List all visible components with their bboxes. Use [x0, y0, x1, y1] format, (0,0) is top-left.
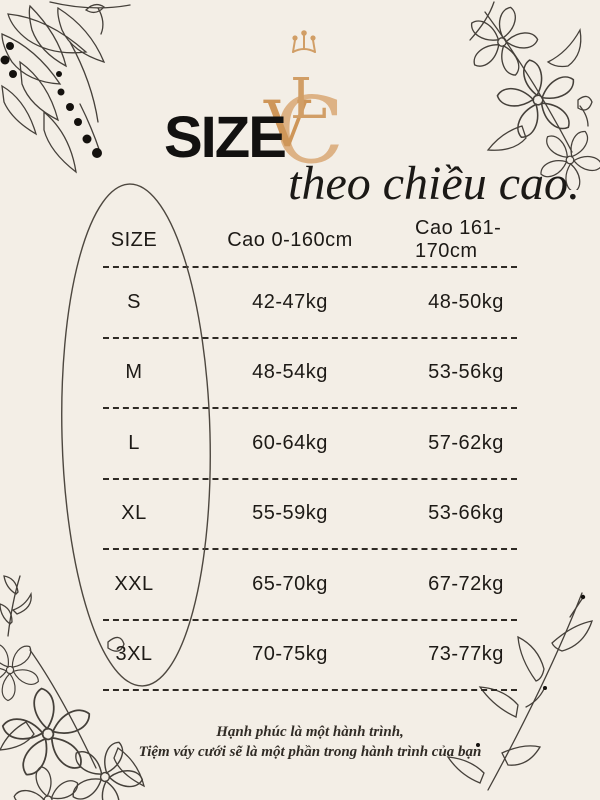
size-label: L: [128, 431, 140, 454]
monogram-letter-l: L: [290, 67, 327, 132]
weight-range-161-170: 67-72kg: [428, 572, 504, 595]
page-title: SIZE: [164, 105, 287, 170]
header-size: SIZE: [110, 228, 158, 251]
size-label: XL: [121, 502, 147, 525]
weight-range-0-160: 48-54kg: [252, 361, 328, 384]
weight-range-161-170: 53-56kg: [428, 361, 504, 384]
table-row: M 48-54kg 53-56kg: [103, 339, 517, 409]
crown-icon: [292, 30, 316, 53]
table-header-row: SIZE Cao 0-160cm Cao 161-170cm: [103, 214, 517, 268]
weight-range-0-160: 70-75kg: [252, 643, 328, 666]
footer-quote: Hạnh phúc là một hành trình, Tiệm váy cư…: [10, 722, 600, 762]
table-row: XL 55-59kg 53-66kg: [103, 480, 517, 550]
weight-range-0-160: 42-47kg: [252, 290, 328, 313]
weight-range-0-160: 60-64kg: [252, 431, 328, 454]
weight-range-161-170: 48-50kg: [428, 290, 504, 313]
weight-range-161-170: 73-77kg: [428, 643, 504, 666]
size-label: 3XL: [115, 643, 153, 666]
footer-line-1: Hạnh phúc là một hành trình,: [216, 724, 404, 740]
size-label: M: [125, 361, 143, 384]
weight-range-161-170: 57-62kg: [428, 431, 504, 454]
weight-range-0-160: 55-59kg: [252, 502, 328, 525]
brand-logo: C V L: [263, 30, 344, 168]
page-subtitle: theo chiều cao.: [288, 157, 580, 210]
table-row: 3XL 70-75kg 73-77kg: [103, 621, 517, 691]
table-row: L 60-64kg 57-62kg: [103, 409, 517, 480]
table-row: XXL 65-70kg 67-72kg: [103, 550, 517, 621]
monogram-letter-c: C: [274, 77, 344, 168]
weight-range-0-160: 65-70kg: [252, 572, 328, 595]
size-table: SIZE Cao 0-160cm Cao 161-170cm S 42-47kg…: [0, 214, 600, 691]
top-left-floral-art: [0, 1, 131, 174]
size-label: S: [127, 290, 141, 313]
weight-range-161-170: 53-66kg: [428, 502, 504, 525]
header-cao-161-170: Cao 161-170cm: [415, 217, 502, 262]
table-body: S 42-47kg 48-50kg M 48-54kg 53-56kg L 60…: [0, 268, 600, 691]
monogram-letter-v: V: [263, 88, 312, 162]
footer-line-2: Tiệm váy cưới sẽ là một phần trong hành …: [138, 744, 482, 760]
table-row: S 42-47kg 48-50kg: [103, 268, 517, 339]
size-label: XXL: [114, 572, 154, 595]
header-cao-0-160: Cao 0-160cm: [227, 228, 353, 251]
